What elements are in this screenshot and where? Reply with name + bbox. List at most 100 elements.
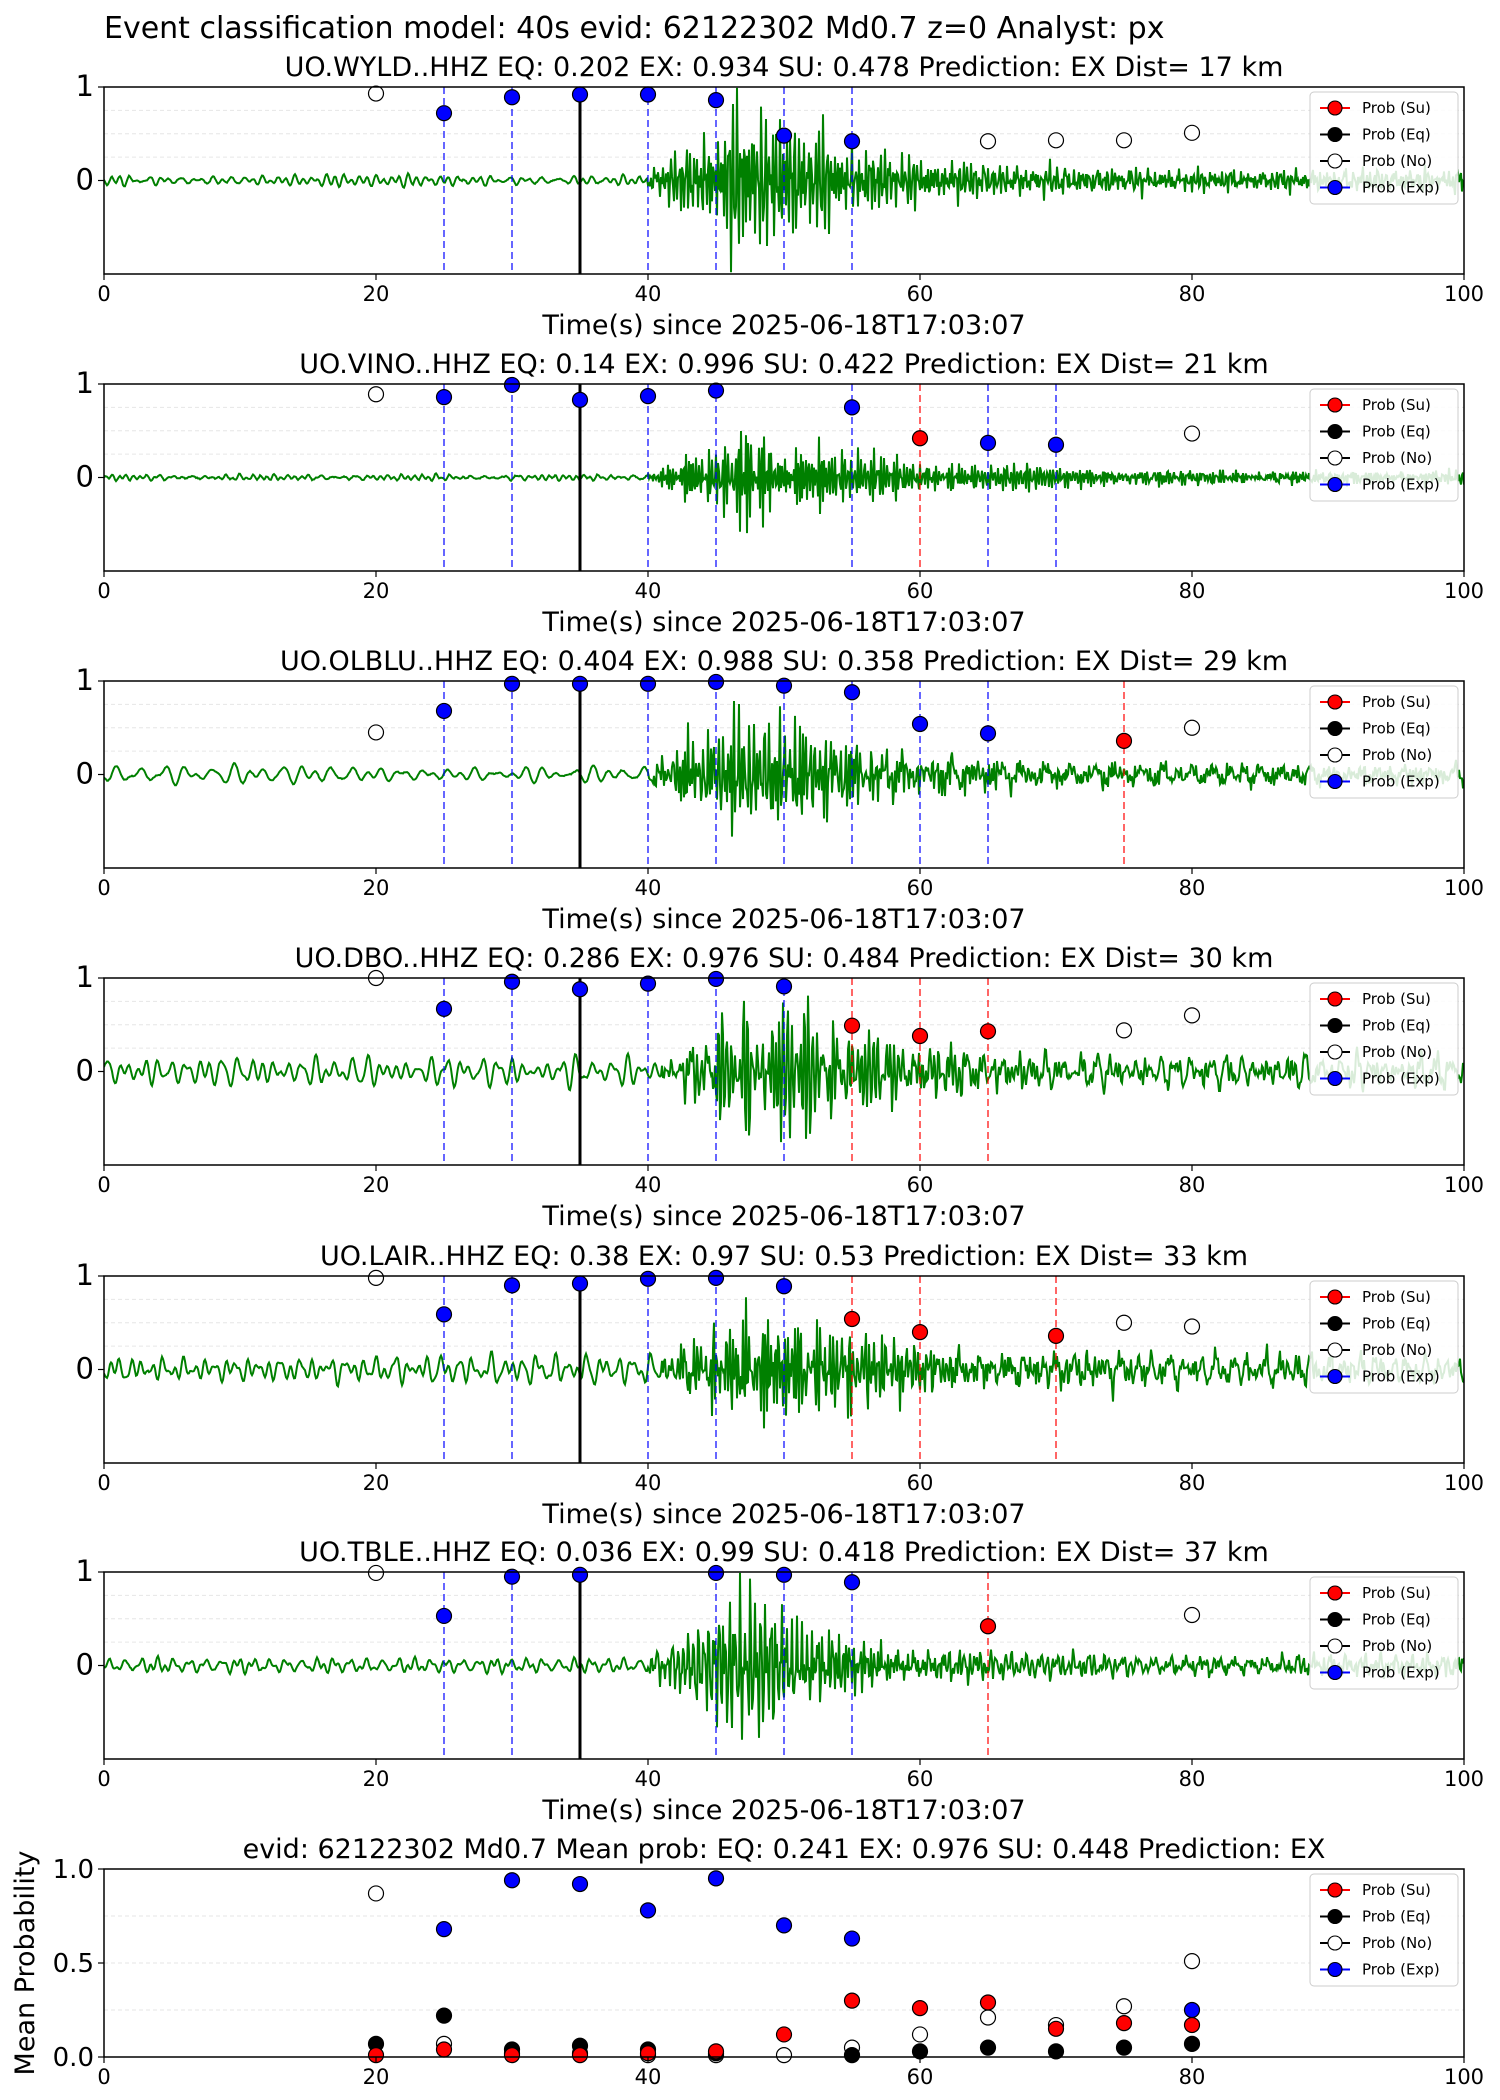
point-no <box>367 724 385 741</box>
legend-label: Prob (No) <box>1362 1043 1432 1061</box>
y-axis-label: Mean Probability <box>10 1851 41 2076</box>
legend-marker <box>1327 747 1343 763</box>
waveform-trace <box>104 430 1464 534</box>
point-no <box>1115 1998 1133 2015</box>
y-tick-label: 0.5 <box>53 1949 94 1979</box>
point-exp <box>435 105 453 122</box>
point-su <box>911 430 929 447</box>
point-exp <box>843 1930 861 1947</box>
legend: Prob (Su) Prob (Eq) Prob (No) Prob (Exp) <box>1309 1280 1459 1394</box>
point-exp <box>503 675 521 692</box>
point-su <box>843 1992 861 2009</box>
data-points <box>367 1564 1201 1635</box>
legend: Prob (Su) Prob (Eq) Prob (No) Prob (Exp) <box>1309 91 1459 205</box>
point-eq <box>843 2047 861 2064</box>
legend-label: Prob (Su) <box>1362 990 1431 1008</box>
legend-label: Prob (Su) <box>1362 99 1431 117</box>
point-eq <box>1047 2043 1065 2060</box>
point-exp <box>843 399 861 416</box>
point-eq <box>1183 2035 1201 2052</box>
point-no <box>367 1564 385 1582</box>
point-exp <box>503 1872 521 1889</box>
legend-label: Prob (Eq) <box>1362 126 1431 144</box>
legend-marker <box>1327 1017 1343 1034</box>
point-su <box>911 1323 929 1341</box>
legend-label: Prob (Exp) <box>1362 773 1440 791</box>
point-exp <box>707 1564 725 1582</box>
legend-label: Prob (Exp) <box>1362 1961 1440 1979</box>
x-tick-label: 100 <box>1444 1471 1484 1495</box>
point-exp <box>503 1568 521 1585</box>
x-tick-label: 80 <box>1179 1173 1206 1197</box>
legend-marker <box>1327 476 1343 493</box>
x-axis-label: Time(s) since 2025-06-18T17:03:07 <box>541 1499 1025 1530</box>
x-tick-label: 80 <box>1179 282 1206 306</box>
point-no <box>1115 132 1133 149</box>
legend-marker <box>1327 1882 1343 1898</box>
legend-label: Prob (No) <box>1362 152 1432 170</box>
point-no <box>367 1269 385 1286</box>
legend-marker <box>1327 126 1343 143</box>
point-exp <box>639 388 657 405</box>
legend-marker <box>1327 1044 1343 1060</box>
plot-area <box>104 1276 1464 1463</box>
legend-marker <box>1327 1638 1343 1654</box>
x-axis-label: Time(s) since 2025-06-18T17:03:07 <box>541 1201 1025 1232</box>
point-exp <box>775 1566 793 1583</box>
point-no <box>367 386 385 403</box>
x-tick-label: 40 <box>635 579 662 603</box>
point-exp <box>775 677 793 694</box>
point-su <box>1115 732 1133 749</box>
x-tick-label: 20 <box>363 1173 390 1197</box>
point-no <box>1183 1318 1201 1335</box>
point-su <box>571 2047 589 2064</box>
x-tick-label: 100 <box>1444 2065 1484 2089</box>
y-tick-label: 1 <box>76 1258 94 1292</box>
x-tick-label: 0 <box>97 1173 110 1197</box>
panel-title: evid: 62122302 Md0.7 Mean prob: EQ: 0.24… <box>243 1834 1326 1865</box>
legend-marker <box>1327 153 1343 169</box>
legend-marker <box>1327 1289 1343 1305</box>
point-exp <box>707 1870 725 1887</box>
legend-label: Prob (Su) <box>1362 1584 1431 1602</box>
legend-label: Prob (No) <box>1362 449 1432 467</box>
panel-1: UO.WYLD..HHZ EQ: 0.202 EX: 0.934 SU: 0.4… <box>76 52 1485 341</box>
legend-marker <box>1327 450 1343 466</box>
y-tick-label: 0.0 <box>53 2043 94 2073</box>
point-exp <box>571 1566 589 1583</box>
data-points <box>367 673 1201 749</box>
legend-box <box>1309 1873 1459 1987</box>
data-points <box>367 376 1201 453</box>
point-exp <box>571 391 589 408</box>
x-axis-label: Time(s) since 2025-06-18T17:03:07 <box>541 904 1025 935</box>
point-exp <box>775 127 793 144</box>
legend-label: Prob (No) <box>1362 1341 1432 1359</box>
legend-label: Prob (Eq) <box>1362 423 1431 441</box>
y-tick-label: 0 <box>76 757 94 791</box>
x-tick-label: 60 <box>907 579 934 603</box>
panel-7: evid: 62122302 Md0.7 Mean prob: EQ: 0.24… <box>10 1834 1484 2089</box>
x-tick-label: 60 <box>907 1173 934 1197</box>
panel-title: UO.OLBLU..HHZ EQ: 0.404 EX: 0.988 SU: 0.… <box>280 646 1288 677</box>
point-exp <box>571 1875 589 1893</box>
legend-label: Prob (Exp) <box>1362 1070 1440 1088</box>
x-tick-label: 60 <box>907 282 934 306</box>
y-tick-label: 0 <box>76 1648 94 1682</box>
point-exp <box>979 434 997 452</box>
x-tick-label: 100 <box>1444 1767 1484 1791</box>
data-points <box>367 1870 1201 2064</box>
point-exp <box>571 675 589 692</box>
x-tick-label: 40 <box>635 1767 662 1791</box>
legend-marker <box>1327 1368 1343 1385</box>
point-exp <box>571 1275 589 1292</box>
point-no <box>1115 1022 1133 1039</box>
plot-area <box>104 1915 1464 2011</box>
legend: Prob (Su) Prob (Eq) Prob (No) Prob (Exp) <box>1309 1576 1459 1690</box>
legend-label: Prob (Exp) <box>1362 476 1440 494</box>
data-points <box>367 85 1201 150</box>
point-exp <box>503 1277 521 1294</box>
x-tick-label: 80 <box>1179 1471 1206 1495</box>
point-su <box>979 1994 997 2011</box>
legend-label: Prob (Eq) <box>1362 1315 1431 1333</box>
